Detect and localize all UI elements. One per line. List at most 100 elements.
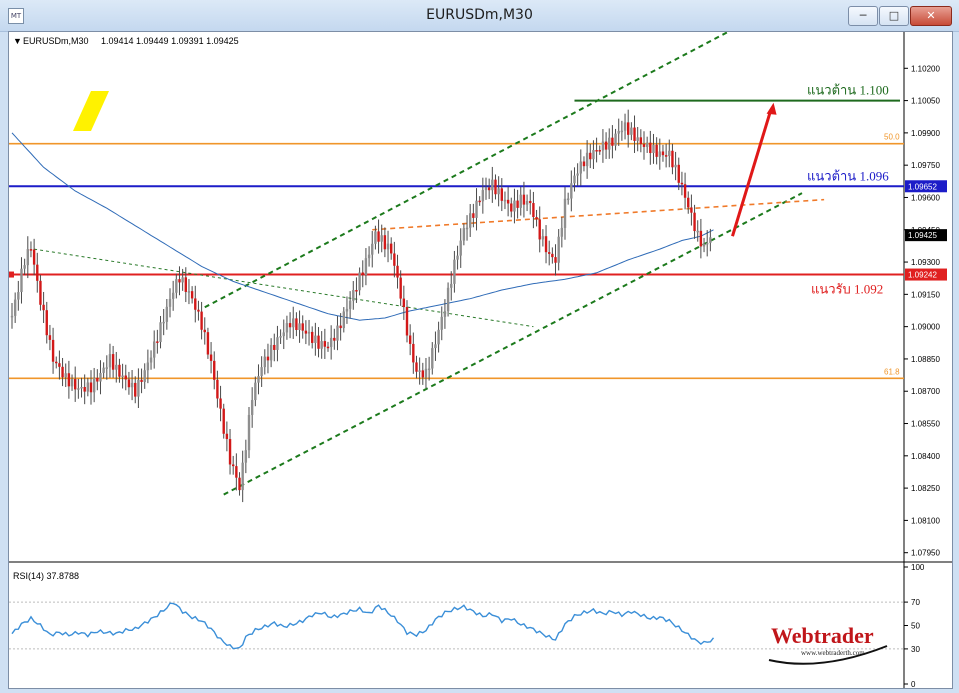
current-price-box — [905, 229, 947, 242]
candle-body — [241, 462, 244, 491]
candle-body — [579, 161, 582, 174]
rsi-panel[interactable]: RSI(14) 37.8788 100 70 50 30 0 — [9, 563, 925, 688]
candle-body — [20, 268, 23, 293]
candle-body — [551, 253, 554, 258]
chart-canvas[interactable]: ▼ EURUSDm,M30 1.09414 1.09449 1.09391 1.… — [9, 32, 952, 688]
candle-body — [481, 190, 485, 202]
candle-body — [263, 356, 266, 368]
candle-body — [209, 354, 213, 361]
rsi-label: RSI(14) 37.8788 — [13, 571, 79, 581]
candle-body — [652, 144, 655, 154]
candle-body — [519, 194, 522, 208]
candle-body — [402, 298, 406, 308]
candle-body — [661, 151, 665, 156]
candle-body — [415, 362, 418, 372]
candle-body — [690, 207, 693, 213]
candle-body — [213, 360, 216, 380]
candle-body — [680, 182, 684, 185]
candle-body — [412, 343, 415, 363]
candle-body — [32, 249, 36, 265]
candle-body — [333, 337, 336, 341]
candle-body — [399, 277, 402, 299]
candle-body — [677, 164, 680, 183]
candle-body — [197, 309, 200, 312]
candle-body — [557, 236, 560, 263]
price-tick-label: 1.08250 — [911, 484, 940, 493]
candle-body — [317, 335, 320, 349]
candle-body — [108, 354, 112, 368]
candle-body — [563, 198, 567, 228]
candle-body — [244, 450, 248, 463]
header-collapse-icon[interactable]: ▼ — [13, 36, 22, 46]
candle-body — [427, 368, 431, 371]
candle-body — [589, 152, 592, 160]
candle-body — [396, 265, 399, 278]
dotted-trend-line — [34, 248, 534, 328]
chart-window-icon[interactable]: MT — [8, 8, 24, 24]
candle-body — [320, 341, 323, 349]
candle-body — [608, 137, 611, 150]
candle-body — [418, 370, 421, 372]
candle-body — [216, 379, 219, 399]
window-title: EURUSDm,M30 — [426, 7, 533, 23]
watermark-url: www.webtraderth.com — [801, 649, 865, 657]
candle-body — [522, 194, 526, 205]
candle-body — [228, 439, 232, 465]
candle-body — [576, 173, 579, 176]
maximize-button[interactable]: □ — [879, 6, 909, 26]
candle-body — [200, 311, 203, 330]
candle-body — [541, 236, 545, 240]
candle-body — [345, 308, 349, 312]
price-tick-label: 1.09600 — [911, 193, 940, 202]
candle-body — [162, 321, 165, 324]
candle-body — [358, 272, 361, 291]
candle-body — [187, 291, 191, 293]
rsi-line — [11, 602, 715, 650]
candle-body — [380, 235, 383, 242]
candle-body — [377, 231, 380, 242]
candle-body — [595, 150, 598, 152]
candle-body — [592, 150, 595, 160]
candle-body — [408, 335, 412, 344]
candle-body — [604, 141, 608, 150]
candle-body — [443, 311, 447, 317]
price-tag-box — [905, 268, 947, 281]
rsi-tick-label: 50 — [911, 622, 920, 631]
candle-body — [642, 144, 646, 147]
candle-body — [273, 344, 276, 350]
price-chart[interactable]: ▼ EURUSDm,M30 1.09414 1.09449 1.09391 1.… — [9, 32, 952, 688]
candle-body — [254, 382, 257, 401]
candle-body — [706, 242, 709, 245]
current-price-tag: 1.09425 — [908, 231, 937, 240]
candle-body — [538, 219, 541, 240]
price-tick-label: 1.08850 — [911, 355, 940, 364]
candle-body — [127, 379, 131, 388]
candle-body — [130, 382, 134, 388]
candle-body — [307, 331, 311, 334]
candle-body — [314, 335, 317, 343]
candle-body — [304, 330, 308, 334]
candle-body — [285, 323, 289, 333]
minimize-button[interactable]: ─ — [848, 6, 878, 26]
candle-body — [86, 382, 90, 392]
candle-body — [352, 290, 355, 301]
candle-body — [393, 253, 396, 266]
neckline-dashed — [372, 198, 825, 231]
candle-body — [664, 155, 668, 157]
candle-body — [639, 137, 643, 145]
moving-average-line — [11, 132, 714, 321]
candle-body — [636, 137, 639, 141]
candle-body — [620, 130, 624, 133]
fibo-level-label: 61.8 — [884, 367, 900, 376]
candle-body — [513, 200, 516, 212]
close-button[interactable]: ✕ — [910, 6, 952, 26]
candle-body — [491, 179, 494, 191]
candle-body — [115, 364, 118, 370]
candle-body — [184, 277, 187, 292]
candle-body — [58, 363, 61, 367]
price-tick-label: 1.09300 — [911, 258, 940, 267]
candle-body — [494, 179, 497, 195]
candle-body — [687, 197, 690, 208]
candle-body — [630, 127, 633, 135]
candle-body — [554, 257, 557, 263]
